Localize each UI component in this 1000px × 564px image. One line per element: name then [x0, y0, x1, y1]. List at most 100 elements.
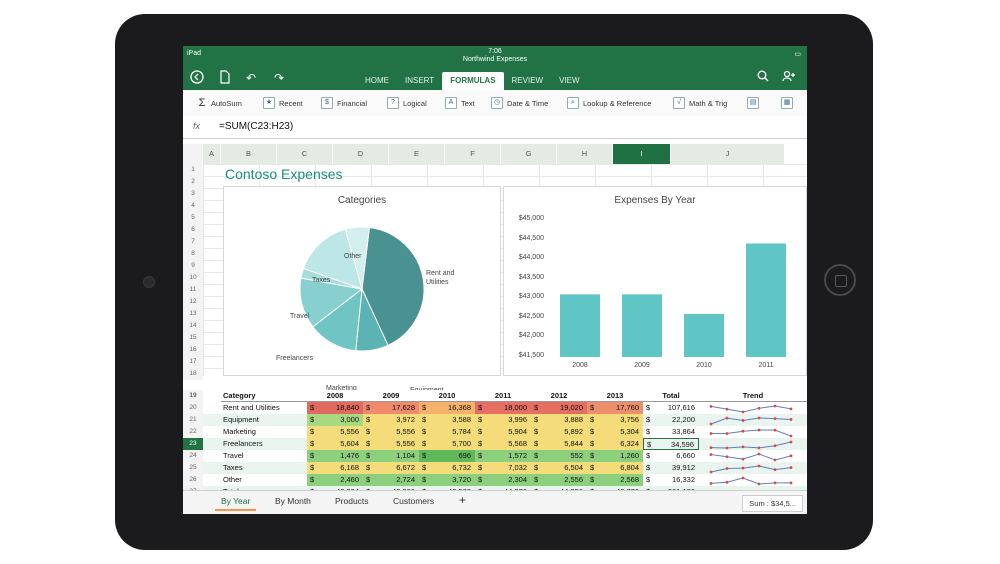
pie-slice-other[interactable]	[344, 226, 370, 290]
sheet-tab-customers[interactable]: Customers	[393, 496, 435, 506]
column-header[interactable]: 2012	[531, 390, 587, 402]
value-cell[interactable]: $3,588	[419, 414, 475, 426]
value-cell[interactable]: $5,700	[419, 438, 475, 450]
row-header[interactable]: 20	[183, 402, 203, 414]
table-row[interactable]: 26 Other $2,460 $2,724 $3,720 $2,304 $2,556 $2,…	[183, 474, 807, 486]
search-icon[interactable]	[755, 70, 771, 86]
lookup-reference-button[interactable]: ⌕ Lookup & Reference	[567, 97, 651, 109]
table-row[interactable]: 21 Equipment $3,000 $3,972 $3,588 $3,996 $3,88…	[183, 414, 807, 426]
category-cell[interactable]: Freelancers	[223, 439, 263, 448]
value-cell[interactable]: $1,476	[307, 450, 363, 462]
row-header[interactable]: 14	[183, 320, 203, 332]
category-cell[interactable]: Marketing	[223, 427, 256, 436]
value-cell[interactable]: $18,000	[475, 402, 531, 414]
table-row[interactable]: 20 Rent and Utilities $18,840 $17,628 $16,36…	[183, 402, 807, 414]
column-header-e[interactable]: E	[389, 144, 445, 164]
column-header-a[interactable]: A	[203, 144, 221, 164]
category-cell[interactable]: Equipment	[223, 415, 259, 424]
table-row[interactable]: 24 Travel $1,476 $1,104 $696 $1,572 $552 $1,260…	[183, 450, 807, 462]
value-cell[interactable]: $6,168	[307, 462, 363, 474]
column-header-i[interactable]: I	[613, 144, 671, 164]
total-cell[interactable]: $6,660	[643, 450, 699, 462]
row-header[interactable]: 12	[183, 296, 203, 308]
value-cell[interactable]: $1,104	[363, 450, 419, 462]
value-cell[interactable]: $2,568	[587, 474, 643, 486]
autosum-button[interactable]: Σ AutoSum	[198, 97, 242, 109]
value-cell[interactable]: $17,628	[363, 402, 419, 414]
bar-2010[interactable]	[684, 313, 724, 357]
value-cell[interactable]: $5,556	[363, 426, 419, 438]
tab-formulas[interactable]: FORMULAS	[442, 72, 504, 90]
column-header[interactable]: Trend	[699, 390, 807, 402]
row-header[interactable]: 21	[183, 414, 203, 426]
column-header[interactable]: 2008	[307, 390, 363, 402]
select-all-corner[interactable]	[183, 144, 203, 164]
column-header[interactable]: Category	[221, 390, 307, 402]
pie-chart[interactable]: Categories Rent and UtilitiesEquipmentMa…	[223, 186, 501, 394]
total-cell[interactable]: $33,864	[643, 426, 699, 438]
value-cell[interactable]: $7,032	[475, 462, 531, 474]
row-header[interactable]: 25	[183, 462, 203, 474]
category-cell[interactable]: Travel	[223, 451, 244, 460]
value-cell[interactable]: $18,840	[307, 402, 363, 414]
sheet-tab-by-year[interactable]: By Year	[215, 496, 257, 511]
column-header-f[interactable]: F	[445, 144, 501, 164]
value-cell[interactable]: $1,572	[475, 450, 531, 462]
table-row[interactable]: 25 Taxes $6,168 $6,672 $6,732 $7,032 $6,504 $6,…	[183, 462, 807, 474]
value-cell[interactable]: $552	[531, 450, 587, 462]
column-header[interactable]: 2013	[587, 390, 643, 402]
value-cell[interactable]: $3,756	[587, 414, 643, 426]
value-cell[interactable]: $5,892	[531, 426, 587, 438]
table-row[interactable]: 22 Marketing $5,556 $5,556 $5,784 $5,904 $5,89…	[183, 426, 807, 438]
tab-review[interactable]: REVIEW	[511, 76, 544, 85]
row-header[interactable]: 2	[183, 176, 203, 188]
value-cell[interactable]: $3,996	[475, 414, 531, 426]
value-cell[interactable]: $696	[419, 450, 475, 462]
total-cell[interactable]: $107,616	[643, 402, 699, 414]
column-header-j[interactable]: J	[671, 144, 785, 164]
row-header[interactable]: 10	[183, 272, 203, 284]
bar-chart[interactable]: Expenses By Year $41,500 $42,000 $42,500 $4…	[503, 186, 807, 376]
column-header-g[interactable]: G	[501, 144, 557, 164]
row-header[interactable]: 24	[183, 450, 203, 462]
column-header[interactable]: 2011	[475, 390, 531, 402]
value-cell[interactable]: $3,000	[307, 414, 363, 426]
bar-2011[interactable]	[746, 243, 786, 357]
value-cell[interactable]: $17,760	[587, 402, 643, 414]
row-header[interactable]: 16	[183, 344, 203, 356]
row-header[interactable]: 26	[183, 474, 203, 486]
sum-indicator[interactable]: Sum : $34,5...	[742, 495, 803, 512]
row-header[interactable]: 23	[183, 438, 203, 450]
calculator-button[interactable]: ▦	[781, 97, 797, 109]
formula-bar[interactable]: fx =SUM(C23:H23)	[183, 116, 807, 139]
row-header[interactable]: 1	[183, 164, 203, 176]
bar-2009[interactable]	[622, 294, 662, 357]
tab-view[interactable]: VIEW	[559, 76, 580, 85]
value-cell[interactable]: $3,720	[419, 474, 475, 486]
value-cell[interactable]: $2,556	[531, 474, 587, 486]
value-cell[interactable]: $1,260	[587, 450, 643, 462]
row-header[interactable]: 22	[183, 426, 203, 438]
value-cell[interactable]: $5,556	[307, 426, 363, 438]
column-header[interactable]: 2009	[363, 390, 419, 402]
financial-button[interactable]: $ Financial	[321, 97, 367, 109]
row-header[interactable]: 8	[183, 248, 203, 260]
row-header[interactable]: 6	[183, 224, 203, 236]
formula-input[interactable]: =SUM(C23:H23)	[219, 121, 294, 132]
value-cell[interactable]: $2,460	[307, 474, 363, 486]
value-cell[interactable]: $3,972	[363, 414, 419, 426]
pie-slice-rent-and-utilities[interactable]	[361, 226, 425, 346]
column-header-b[interactable]: B	[221, 144, 277, 164]
row-header[interactable]: 3	[183, 188, 203, 200]
category-cell[interactable]: Other	[223, 475, 242, 484]
text-button[interactable]: A Text	[445, 97, 475, 109]
value-cell[interactable]: $6,672	[363, 462, 419, 474]
table-row[interactable]: 23 Freelancers $5,604 $5,556 $5,700 $5,568 $5,…	[183, 438, 807, 450]
sheet-tab-products[interactable]: Products	[335, 496, 369, 506]
pie-slice-taxes[interactable]	[302, 228, 363, 290]
total-cell[interactable]: $16,332	[643, 474, 699, 486]
row-header[interactable]: 5	[183, 212, 203, 224]
value-cell[interactable]: $5,844	[531, 438, 587, 450]
total-cell[interactable]: $34,596	[643, 438, 699, 450]
value-cell[interactable]: $6,324	[587, 438, 643, 450]
